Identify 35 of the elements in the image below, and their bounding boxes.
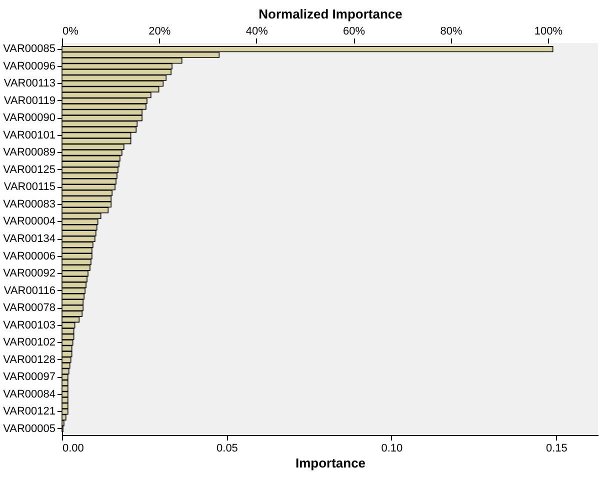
x-tick-label: 0.10 bbox=[381, 442, 403, 454]
x-tick-label: 0.15 bbox=[546, 442, 568, 454]
y-tick-label: VAR00128 bbox=[3, 354, 56, 366]
x-tick-label: 0.05 bbox=[216, 442, 238, 454]
y-tick-label: VAR00113 bbox=[4, 78, 56, 90]
x2-tick-label: 80% bbox=[440, 26, 462, 38]
y-tick-label: VAR00089 bbox=[3, 146, 56, 159]
y-tick-label: VAR00006 bbox=[3, 250, 56, 262]
x2-tick-label: 60% bbox=[343, 26, 366, 38]
y-tick-label: VAR00121 bbox=[3, 406, 56, 418]
x2-tick-label: 40% bbox=[246, 26, 268, 38]
y-tick-label: VAR00102 bbox=[3, 336, 56, 349]
y-tick-label: VAR00097 bbox=[3, 371, 56, 384]
y-tick-label: VAR00134 bbox=[3, 233, 56, 245]
y-tick-label: VAR00090 bbox=[3, 112, 56, 124]
y-tick-label: VAR00005 bbox=[3, 422, 56, 435]
x2-tick-label: 100% bbox=[534, 26, 563, 38]
y-tick-label: VAR00083 bbox=[3, 198, 56, 210]
x2-axis-title: Normalized Importance bbox=[258, 6, 402, 22]
y-tick-label: VAR00092 bbox=[3, 268, 56, 280]
x-axis-title: Importance bbox=[295, 456, 366, 470]
y-tick-label: VAR00084 bbox=[3, 388, 56, 400]
y-tick-label: VAR00096 bbox=[3, 60, 56, 72]
x2-tick-label: 0% bbox=[62, 26, 79, 38]
y-tick-label: VAR00119 bbox=[4, 94, 56, 107]
y-tick-label: VAR00115 bbox=[4, 181, 56, 194]
y-tick-label: VAR00116 bbox=[4, 284, 56, 297]
x-tick-label: 0.00 bbox=[62, 442, 84, 454]
x2-tick-label: 20% bbox=[148, 26, 171, 38]
y-tick-label: VAR00101 bbox=[3, 129, 56, 142]
y-tick-label: VAR00085 bbox=[3, 43, 56, 56]
y-tick-label: VAR00125 bbox=[3, 164, 56, 176]
y-tick-label: VAR00004 bbox=[3, 216, 56, 228]
y-tick-label: VAR00078 bbox=[3, 302, 56, 314]
y-tick-label: VAR00103 bbox=[3, 319, 56, 332]
